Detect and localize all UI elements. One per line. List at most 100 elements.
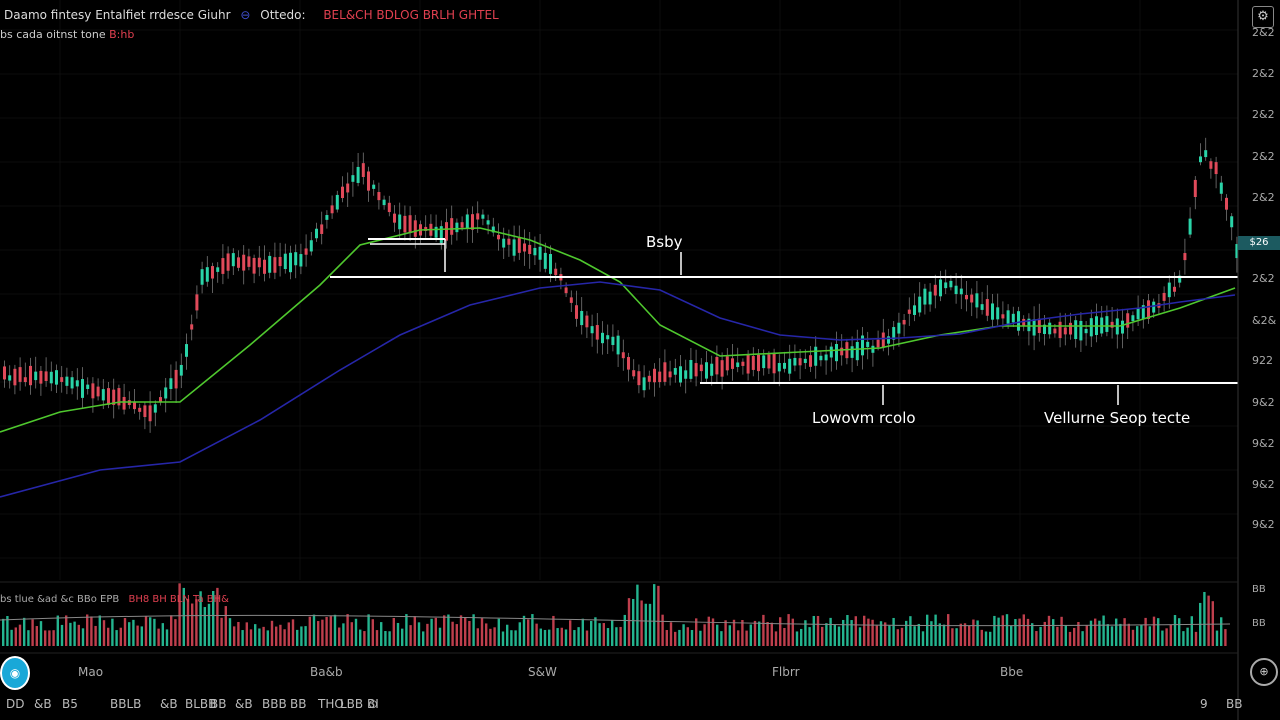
candle-body <box>445 222 448 241</box>
volume-bar <box>405 614 408 646</box>
candle-body <box>107 388 110 405</box>
volume-bar <box>825 623 828 646</box>
volume-bar <box>18 624 22 646</box>
volume-bar <box>1182 631 1185 646</box>
gear-icon[interactable]: ⊙ <box>368 697 379 711</box>
symbol-name[interactable]: Daamo fintesy Entalfiet rrdesce Giuhr <box>4 8 231 22</box>
volume-bar <box>1161 630 1164 646</box>
volume-bar <box>934 614 937 646</box>
candle-body <box>450 218 454 235</box>
candle-body <box>564 287 568 294</box>
volume-tick-label: BB <box>1252 618 1266 629</box>
toolbar-item[interactable]: &B <box>34 697 52 711</box>
price-tick-label: 2&2 <box>1252 191 1275 204</box>
price-tick-label: &2& <box>1252 314 1277 327</box>
candle-body <box>1053 328 1057 334</box>
volume-bar <box>14 627 17 646</box>
volume-bar <box>1014 619 1017 646</box>
candle-body <box>174 369 178 389</box>
volume-bar <box>787 614 790 646</box>
volume-bar <box>2 618 5 646</box>
price-tick-label: 922 <box>1252 354 1273 367</box>
indicator-value: B:hb <box>109 28 135 41</box>
volume-bar <box>1148 626 1151 646</box>
candle-body <box>367 171 370 191</box>
volume-bar <box>1010 625 1013 646</box>
volume-bar <box>1047 615 1051 646</box>
toolbar-item[interactable]: B5 <box>62 697 78 711</box>
logo-icon[interactable]: ◉ <box>0 656 30 690</box>
volume-legend: bs tlue &ad &c BBo EPB BH8 BH BLN Ta BH& <box>0 594 229 605</box>
candle-body <box>185 344 188 357</box>
toolbar-item[interactable]: BLBB <box>185 697 217 711</box>
eye-icon[interactable]: ⊖ <box>240 8 251 22</box>
toolbar-item[interactable]: LBB BI <box>340 697 379 711</box>
toolbar-item[interactable]: BB <box>210 697 227 711</box>
volume-bar <box>1018 618 1021 646</box>
candle-body <box>621 352 625 359</box>
volume-bar <box>930 621 933 646</box>
volume-bar <box>1169 624 1172 646</box>
volume-bar <box>581 618 584 646</box>
volume-bar <box>791 618 794 646</box>
fullscreen-icon[interactable]: ⊕ <box>1250 658 1278 686</box>
candle-body <box>1193 179 1197 197</box>
toolbar-item[interactable]: BBB <box>262 697 287 711</box>
volume-bar <box>745 630 748 646</box>
toolbar-item[interactable]: &B <box>235 697 253 711</box>
toolbar-item[interactable]: &B <box>160 697 178 711</box>
toolbar-right-item[interactable]: BB <box>1226 697 1243 711</box>
toolbar-item[interactable]: BB <box>290 697 307 711</box>
candle-body <box>1069 322 1072 335</box>
candle-body <box>1235 244 1239 259</box>
volume-bar <box>1220 617 1223 646</box>
volume-bar <box>518 622 521 646</box>
toolbar-right-item[interactable]: 9 <box>1200 697 1208 711</box>
toolbar-item[interactable]: DD <box>6 697 25 711</box>
candle-body <box>632 370 636 377</box>
toolbar-item[interactable]: THO <box>318 697 344 711</box>
candle-body <box>523 243 526 252</box>
candle-body <box>913 305 916 315</box>
toolbar-item[interactable]: BBLB <box>110 697 142 711</box>
candle-body <box>304 248 308 255</box>
volume-bar <box>312 614 316 646</box>
volume-bar <box>762 614 765 646</box>
candle-body <box>928 291 932 305</box>
candle-body <box>346 183 350 193</box>
candle-body <box>611 336 615 346</box>
volume-bar <box>212 591 215 646</box>
candle-body <box>777 363 781 372</box>
candle-body <box>341 186 344 199</box>
volume-bar <box>535 623 538 646</box>
candle-body <box>320 224 324 234</box>
volume-bar <box>552 615 555 646</box>
candle-body <box>263 259 266 274</box>
candle-body <box>65 376 69 386</box>
volume-bar <box>724 620 727 646</box>
candle-body <box>1141 305 1145 319</box>
volume-bar <box>144 616 148 646</box>
candle-body <box>356 166 360 183</box>
volume-bar <box>972 619 975 646</box>
volume-bar <box>56 615 59 646</box>
volume-bar <box>875 625 878 646</box>
candle-body <box>18 367 22 382</box>
candle-body <box>294 252 298 266</box>
volume-bar <box>300 626 303 646</box>
settings-icon[interactable]: ⚙ <box>1252 6 1274 28</box>
candle-body <box>757 354 760 372</box>
candle-body <box>855 341 859 361</box>
volume-bar <box>132 619 135 646</box>
volume-bar <box>711 618 715 646</box>
annotation-low-volume: Lowovm rcolo <box>812 409 916 427</box>
volume-bar <box>846 614 849 646</box>
candle-body <box>809 355 812 367</box>
volume-bar <box>1190 616 1193 646</box>
candle-body <box>242 254 246 271</box>
price-axis: 2&22&22&22&22&22&22&2&2&9229&29&29&29&2B… <box>1252 26 1277 629</box>
volume-bar <box>44 630 47 646</box>
volume-bar <box>863 615 866 646</box>
volume-bar <box>854 616 857 646</box>
